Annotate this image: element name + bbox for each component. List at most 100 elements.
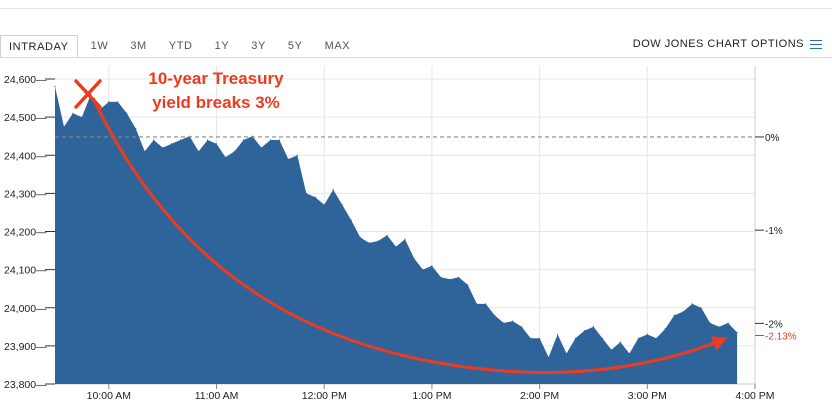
chart-options-button[interactable]: DOW JONES CHART OPTIONS (633, 38, 822, 50)
data-point (413, 257, 415, 259)
data-point (637, 337, 639, 339)
data-point (440, 276, 442, 278)
data-point (207, 139, 209, 141)
tab-intraday[interactable]: INTRADAY (0, 35, 78, 57)
data-point (162, 147, 164, 149)
x-tick-label: 11:00 AM (195, 390, 239, 402)
data-point (242, 139, 245, 141)
data-point (494, 314, 496, 316)
data-point (557, 333, 559, 335)
x-tick-label: 2:00 PM (520, 390, 559, 402)
y-tick-label: 24,400— (4, 150, 47, 162)
data-point (215, 143, 218, 145)
treasury-annotation: 10-year Treasury yield breaks 3% (74, 69, 728, 375)
price-area (55, 86, 738, 384)
data-point (467, 284, 469, 286)
tab-max[interactable]: MAX (324, 40, 351, 52)
data-point (305, 192, 307, 194)
data-point (81, 116, 83, 118)
data-point (144, 150, 146, 152)
tab-1w[interactable]: 1W (90, 40, 109, 52)
data-point (610, 349, 613, 351)
x-tick-label: 1:00 PM (412, 390, 451, 402)
x-tick-label: 12:00 PM (302, 390, 347, 402)
data-point (180, 139, 182, 141)
data-point (673, 314, 675, 316)
data-point (646, 333, 648, 335)
y-tick-label: 24,000— (4, 303, 47, 315)
data-point (233, 150, 236, 152)
data-point (198, 150, 200, 152)
data-point (512, 320, 514, 322)
tab-ytd[interactable]: YTD (168, 40, 193, 52)
data-point (700, 307, 702, 309)
data-point (287, 158, 289, 160)
chart-options-label: DOW JONES CHART OPTIONS (632, 38, 804, 50)
trend-arrow (91, 97, 728, 375)
data-point (592, 326, 595, 328)
data-point (583, 330, 586, 332)
data-point (619, 341, 622, 343)
x-tick-label: 10:00 AM (87, 390, 131, 402)
data-point (655, 337, 657, 339)
y-tick-label: 24,600— (4, 74, 47, 86)
tabs-divider (0, 57, 832, 58)
x-tick-label: 4:00 PM (735, 390, 774, 402)
data-point (736, 331, 738, 334)
data-point (503, 322, 505, 324)
tab-3y[interactable]: 3Y (251, 40, 266, 52)
data-point (691, 303, 693, 305)
data-point (565, 352, 568, 355)
y-tick-label: 23,900— (4, 341, 47, 353)
data-point (628, 352, 631, 355)
x-tick-label: 3:00 PM (628, 390, 667, 402)
data-point (530, 337, 532, 339)
data-point (323, 204, 325, 206)
y-tick-label: 24,200— (4, 227, 47, 239)
data-point (368, 242, 370, 244)
data-point (574, 337, 577, 339)
data-point (126, 112, 128, 114)
data-point (548, 356, 550, 358)
annotation-line-1: 10-year Treasury (148, 69, 284, 88)
data-point (350, 219, 352, 221)
pct-tick-label: -2% (765, 319, 783, 330)
x-axis: 10:00 AM 11:00 AM 12:00 PM 1:00 PM 2:00 PM 3:… (87, 384, 775, 402)
data-point (260, 147, 262, 149)
data-point (117, 101, 119, 103)
data-point (709, 322, 711, 324)
data-point (458, 276, 460, 278)
x-mark-icon (74, 79, 102, 109)
annotation-line-2: yield breaks 3% (152, 93, 280, 112)
tab-1y[interactable]: 1Y (214, 40, 230, 52)
data-point (341, 204, 343, 206)
tab-5y[interactable]: 5Y (287, 40, 303, 52)
data-point (422, 269, 424, 271)
data-point (54, 86, 56, 88)
tab-3m[interactable]: 3M (130, 40, 147, 52)
data-point (332, 189, 334, 191)
data-point (449, 278, 451, 280)
data-point (153, 139, 155, 141)
price-points (54, 86, 738, 358)
data-point (386, 234, 388, 236)
last-change-label: -2.13% (765, 332, 797, 343)
data-point (296, 154, 298, 156)
data-point (171, 143, 173, 145)
y-axis: 24,600— 24,500— 24,400— 24,300— 24,200— 24,10… (4, 74, 55, 391)
data-point (359, 236, 361, 238)
data-point (135, 128, 137, 130)
y-tick-label: 24,300— (4, 188, 47, 200)
data-point (108, 101, 110, 103)
data-point (485, 303, 487, 305)
data-point (521, 326, 523, 328)
percent-axis: 0% -1% -2% -2.13% (755, 133, 797, 343)
data-point (314, 196, 316, 198)
data-point (72, 112, 74, 114)
data-point (431, 265, 433, 267)
data-point (224, 156, 227, 158)
data-point (682, 311, 684, 313)
y-tick-label: 24,100— (4, 265, 47, 277)
data-point (539, 337, 541, 339)
